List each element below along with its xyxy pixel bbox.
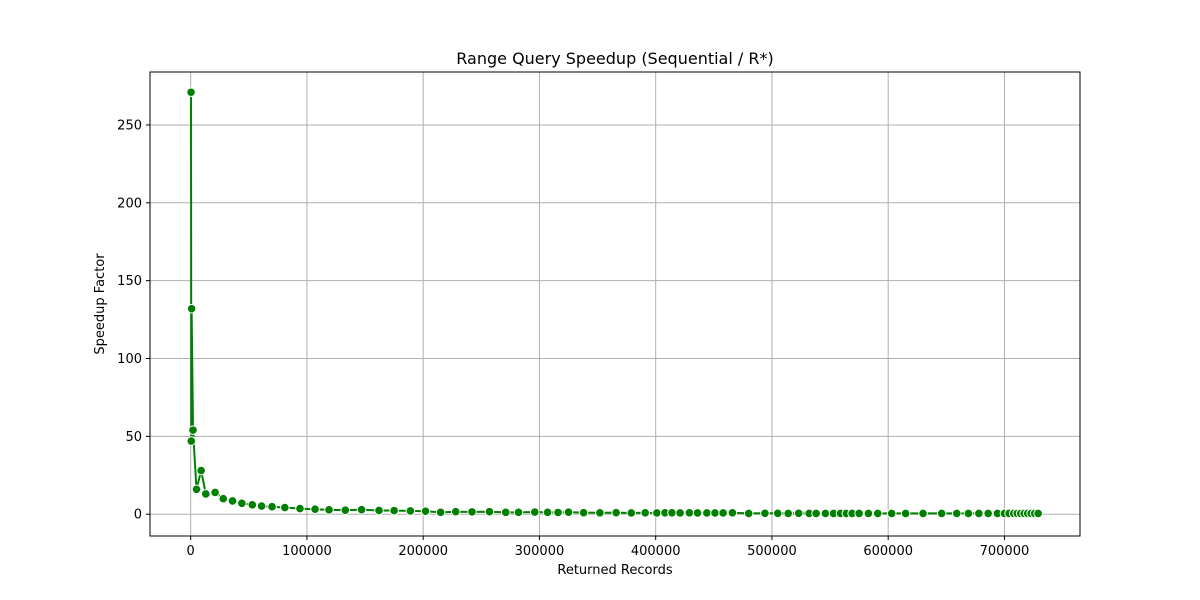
y-tick-label: 150 — [117, 274, 142, 289]
data-point — [667, 508, 677, 518]
x-axis-label: Returned Records — [557, 563, 672, 578]
data-point — [389, 505, 399, 516]
data-point — [611, 507, 621, 518]
data-point — [405, 506, 416, 516]
data-point — [267, 501, 277, 512]
plot-area-frame — [149, 71, 1081, 537]
grid — [150, 72, 1080, 536]
x-tick-label: 500000 — [747, 544, 797, 559]
data-point — [310, 504, 320, 515]
x-tick-label: 300000 — [515, 544, 565, 559]
data-point — [652, 508, 662, 518]
data-point — [710, 508, 720, 518]
x-tick-label: 400000 — [631, 544, 681, 559]
data-point — [918, 508, 928, 519]
data-point — [772, 508, 783, 519]
data-point — [872, 508, 883, 519]
y-tick-label: 200 — [117, 196, 142, 211]
data-point — [820, 508, 831, 519]
data-point — [484, 506, 495, 517]
data-point — [256, 501, 267, 511]
x-tick-label: 0 — [187, 544, 195, 559]
data-point — [900, 508, 911, 519]
data-point — [626, 508, 637, 518]
data-point — [684, 508, 695, 518]
data-point — [974, 508, 984, 519]
data-point — [201, 489, 211, 499]
data-point — [702, 508, 712, 518]
data-point — [340, 505, 351, 515]
data-point — [218, 493, 229, 504]
data-point — [191, 484, 202, 495]
data-point — [450, 506, 461, 517]
data-point — [727, 508, 738, 518]
data-point — [692, 508, 703, 518]
data-point — [420, 506, 431, 517]
x-tick-label: 200000 — [398, 544, 448, 559]
y-axis-label: Speedup Factor — [93, 253, 108, 355]
data-point — [963, 508, 974, 519]
data-point — [640, 508, 651, 518]
data-point — [811, 508, 821, 519]
data-point — [324, 505, 334, 515]
data-point — [553, 507, 563, 518]
data-point — [513, 507, 524, 518]
data-point — [467, 507, 477, 517]
data-point — [854, 508, 864, 519]
data-point — [196, 465, 206, 476]
data-point — [951, 508, 962, 519]
data-point — [936, 508, 947, 519]
data-point — [356, 504, 367, 515]
data-point — [374, 505, 384, 516]
data-point — [863, 508, 874, 519]
x-tick-label: 100000 — [282, 544, 332, 559]
data-point — [210, 487, 220, 498]
data-point — [280, 502, 290, 513]
x-axis-ticks: 0 100000 200000 300000 400000 500000 600000 700… — [187, 536, 1030, 559]
data-point — [563, 507, 574, 517]
y-axis-ticks: 0 50 100 150 200 250 — [117, 118, 150, 523]
data-point — [783, 508, 794, 519]
data-point — [227, 496, 238, 506]
data-point — [237, 498, 247, 509]
data-point — [793, 508, 804, 519]
chart-title: Range Query Speedup (Sequential / R*) — [456, 49, 773, 68]
data-point — [675, 508, 685, 518]
y-tick-label: 100 — [117, 352, 142, 367]
y-tick-label: 50 — [125, 430, 142, 445]
data-point — [743, 508, 754, 519]
data-point — [983, 508, 993, 519]
data-point — [247, 500, 258, 510]
data-point — [529, 507, 540, 517]
data-point — [595, 508, 605, 518]
y-tick-label: 0 — [134, 508, 142, 523]
data-point — [186, 436, 197, 446]
data-point — [760, 508, 770, 519]
data-point — [1033, 508, 1043, 519]
data-point — [188, 425, 198, 435]
series-markers — [186, 87, 1043, 519]
data-point — [542, 507, 553, 518]
data-point — [718, 508, 728, 518]
data-point — [295, 503, 305, 514]
data-point — [186, 303, 197, 314]
y-tick-label: 250 — [117, 118, 142, 133]
data-point — [186, 87, 196, 98]
x-tick-label: 600000 — [863, 544, 913, 559]
x-tick-label: 700000 — [980, 544, 1030, 559]
data-point — [886, 508, 897, 519]
data-point — [435, 507, 446, 518]
data-point — [578, 507, 589, 518]
data-point — [500, 507, 511, 518]
